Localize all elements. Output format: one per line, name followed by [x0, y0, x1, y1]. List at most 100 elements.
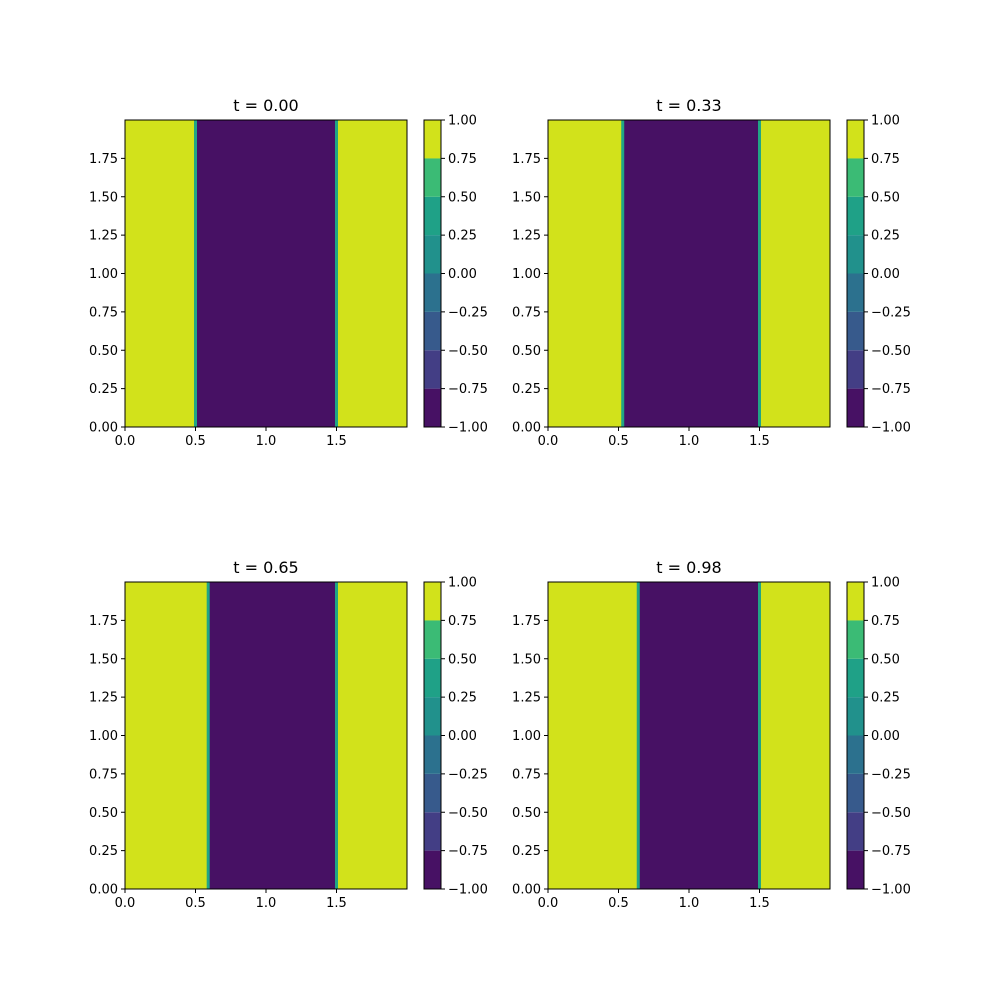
- colorbar-tick-label: 0.50: [448, 190, 477, 205]
- colorbar: −1.00 −0.75 −0.50 −0.25 0.00 0.25 0.50 0.75 1.00: [423, 576, 488, 898]
- x-tick-label: 1.0: [679, 434, 700, 449]
- y-tick-label: 0.50: [512, 806, 541, 821]
- y-tick-label: 0.00: [89, 883, 118, 898]
- colorbar-band: [424, 697, 441, 736]
- x-tick-label: 0.0: [538, 434, 559, 449]
- colorbar-tick-label: −0.25: [448, 305, 488, 320]
- colorbar-band: [424, 196, 441, 236]
- contour-region: [638, 582, 760, 889]
- y-tick-label: 1.00: [512, 267, 541, 282]
- y-tick-label: 0.25: [89, 382, 118, 397]
- x-tick-label: 1.5: [326, 434, 347, 449]
- colorbar-band: [424, 812, 441, 851]
- colorbar-tick-label: 0.75: [448, 152, 477, 167]
- colorbar-tick-label: 0.25: [871, 691, 900, 706]
- y-tick-label: 1.50: [512, 652, 541, 667]
- contour-region: [125, 582, 209, 889]
- colorbar-band: [847, 582, 864, 621]
- y-tick-label: 0.75: [89, 767, 118, 782]
- colorbar-band: [847, 658, 864, 698]
- contour-region: [336, 120, 407, 427]
- x-tick-label: 1.0: [679, 896, 700, 911]
- y-tick-label: 1.00: [89, 267, 118, 282]
- colorbar-tick-label: 0.50: [871, 652, 900, 667]
- colorbar-band: [424, 620, 441, 659]
- colorbar-band: [847, 735, 864, 774]
- colorbar-tick-label: 0.25: [448, 691, 477, 706]
- x-tick-label: 0.5: [608, 434, 629, 449]
- colorbar: −1.00 −0.75 −0.50 −0.25 0.00 0.25 0.50 0.75 1.00: [846, 114, 911, 436]
- colorbar-band: [847, 620, 864, 659]
- x-tick-label: 0.0: [538, 896, 559, 911]
- contour-region: [336, 582, 407, 889]
- colorbar-tick-label: −1.00: [448, 421, 488, 436]
- interface-line: [194, 120, 197, 427]
- contour-region: [125, 120, 196, 427]
- y-tick-label: 1.25: [512, 229, 541, 244]
- y-tick-label: 0.75: [89, 305, 118, 320]
- colorbar-tick-label: −1.00: [448, 883, 488, 898]
- y-tick-label: 1.75: [89, 614, 118, 629]
- colorbar-tick-label: 0.75: [448, 614, 477, 629]
- contour-region: [548, 582, 639, 889]
- colorbar-band: [424, 773, 441, 813]
- colorbar-tick-label: −0.25: [448, 767, 488, 782]
- colorbar-band: [847, 311, 864, 351]
- subplot-title: t = 0.65: [233, 558, 298, 577]
- x-tick-label: 1.5: [749, 896, 770, 911]
- colorbar-band: [424, 582, 441, 621]
- colorbar-band: [424, 350, 441, 389]
- colorbar-band: [424, 735, 441, 774]
- colorbar-tick-label: 0.00: [871, 729, 900, 744]
- subplot-4: 0.0 0.5 1.0 1.5 0.00 0.25 0.50 0.75 1.00 1.25 1.50…: [512, 558, 911, 911]
- y-tick-label: 1.50: [89, 652, 118, 667]
- colorbar-tick-label: −0.75: [871, 844, 911, 859]
- subplot-3: 0.0 0.5 1.0 1.5 0.00 0.25 0.50 0.75 1.00 1.25 1.50…: [89, 558, 488, 911]
- colorbar: −1.00 −0.75 −0.50 −0.25 0.00 0.25 0.50 0.75 1.00: [423, 114, 488, 436]
- colorbar-band: [847, 850, 864, 889]
- interface-line: [758, 582, 761, 889]
- colorbar-band: [424, 311, 441, 351]
- colorbar-tick-label: 0.50: [448, 652, 477, 667]
- colorbar-band: [424, 158, 441, 197]
- colorbar-tick-label: 0.00: [448, 729, 477, 744]
- contour-region: [759, 120, 830, 427]
- colorbar: −1.00 −0.75 −0.50 −0.25 0.00 0.25 0.50 0.75 1.00: [846, 576, 911, 898]
- colorbar-tick-label: 1.00: [871, 114, 900, 129]
- subplot-1: 0.0 0.5 1.0 1.5 0.00 0.25 0.50 0.75 1.00 1.25 1.50…: [89, 96, 488, 449]
- colorbar-tick-label: 1.00: [448, 114, 477, 129]
- colorbar-tick-label: 0.75: [871, 152, 900, 167]
- colorbar-band: [847, 196, 864, 236]
- x-tick-label: 0.0: [115, 896, 136, 911]
- x-tick-label: 1.0: [256, 434, 277, 449]
- y-tick-label: 0.25: [512, 382, 541, 397]
- y-tick-label: 1.75: [512, 614, 541, 629]
- colorbar-band: [847, 697, 864, 736]
- subplot-2: 0.0 0.5 1.0 1.5 0.00 0.25 0.50 0.75 1.00 1.25 1.50…: [512, 96, 911, 449]
- y-tick-label: 0.00: [512, 883, 541, 898]
- colorbar-tick-label: 0.50: [871, 190, 900, 205]
- colorbar-band: [424, 850, 441, 889]
- x-tick-label: 1.5: [326, 896, 347, 911]
- y-tick-label: 0.50: [89, 806, 118, 821]
- colorbar-tick-label: 1.00: [871, 576, 900, 591]
- colorbar-tick-label: 0.25: [871, 229, 900, 244]
- x-tick-label: 0.5: [185, 434, 206, 449]
- interface-line: [335, 120, 338, 427]
- x-tick-label: 0.5: [608, 896, 629, 911]
- colorbar-tick-label: −0.75: [448, 382, 488, 397]
- colorbar-band: [847, 350, 864, 389]
- subplot-title: t = 0.33: [656, 96, 721, 115]
- y-tick-label: 1.75: [89, 152, 118, 167]
- y-tick-label: 0.75: [512, 305, 541, 320]
- y-tick-label: 1.00: [89, 729, 118, 744]
- y-tick-label: 1.25: [512, 691, 541, 706]
- colorbar-band: [847, 235, 864, 274]
- colorbar-tick-label: 0.00: [448, 267, 477, 282]
- colorbar-band: [424, 235, 441, 274]
- colorbar-band: [847, 158, 864, 197]
- y-tick-label: 0.25: [89, 844, 118, 859]
- colorbar-tick-label: 0.75: [871, 614, 900, 629]
- y-tick-label: 0.00: [512, 421, 541, 436]
